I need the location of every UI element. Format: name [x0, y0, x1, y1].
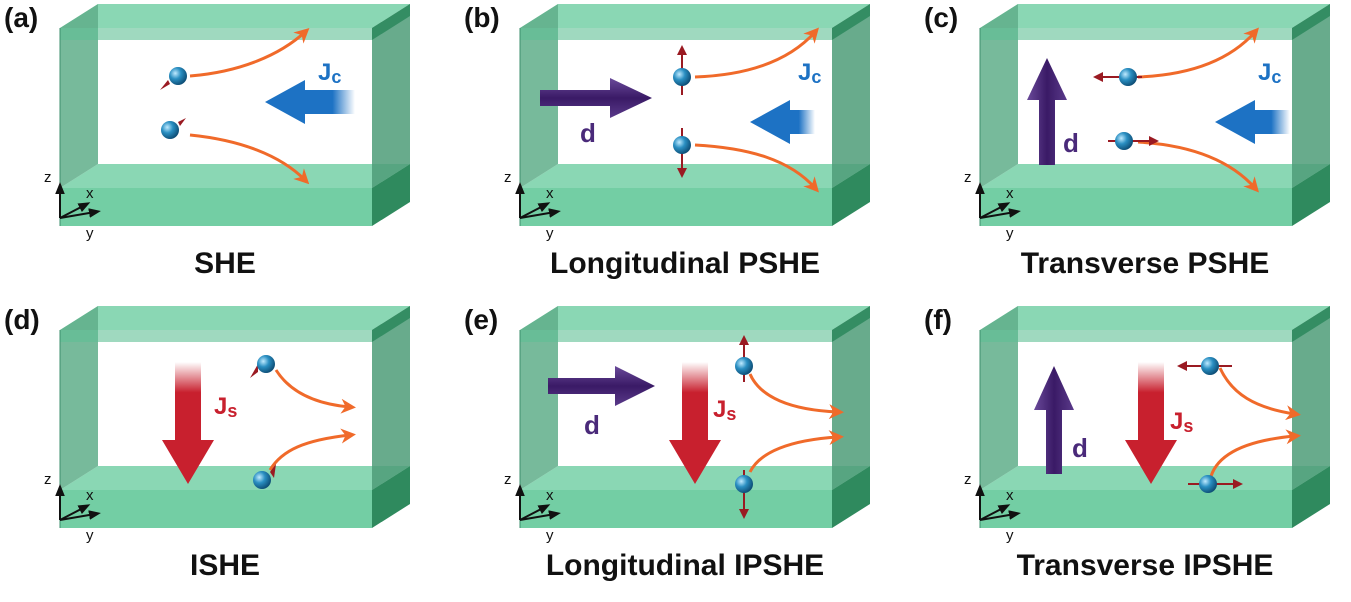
spin-arrow	[178, 118, 186, 126]
panel-e-diagram: z x y d Js	[504, 305, 871, 544]
axis-y-label: y	[1006, 225, 1014, 242]
panel-b: z x y d Jc (b) Longitudinal PSHE	[460, 0, 910, 300]
panel-a-diagram: z x y Jc	[44, 3, 411, 242]
axis-y-label: y	[86, 225, 94, 242]
slab	[59, 3, 411, 227]
panel-f-diagram: z x y d Js	[964, 305, 1331, 544]
current-label: Jc	[798, 59, 821, 87]
vector-label: d	[1072, 433, 1088, 463]
electron	[735, 475, 753, 493]
panel-caption: ISHE	[189, 549, 261, 582]
axis-y-label: y	[546, 225, 554, 242]
axis-z-label: z	[44, 471, 52, 488]
spin-current-arrow	[162, 362, 214, 484]
charge-current-arrow	[1215, 100, 1290, 144]
electron	[253, 471, 271, 489]
vector-label: d	[1063, 128, 1079, 158]
current-label: Js	[214, 393, 237, 421]
axis-x-label: x	[86, 185, 94, 202]
panel-caption: SHE	[194, 247, 256, 280]
axis-x-label: x	[546, 487, 554, 504]
trajectory-up	[1218, 367, 1301, 421]
trajectory-down	[268, 428, 356, 471]
vector-label: d	[580, 118, 596, 148]
trajectory-up	[748, 373, 844, 420]
panel-f: z x y d Js (f) Transverse IPSHE	[920, 302, 1351, 602]
panel-tag: (f)	[924, 304, 952, 335]
axis-y-label: y	[546, 527, 554, 544]
slab	[519, 3, 871, 227]
panel-tag: (a)	[4, 2, 39, 33]
d-vector-arrow	[1027, 58, 1067, 165]
spin-current-arrow	[669, 362, 721, 484]
panel-d-diagram: z x y Js	[44, 305, 411, 544]
trajectory-down	[1208, 429, 1301, 481]
axis-y-label: y	[86, 527, 94, 544]
current-label: Jc	[318, 59, 341, 87]
electron	[673, 136, 691, 154]
trajectory-down	[694, 143, 819, 193]
electron	[1119, 68, 1137, 86]
spin-arrow	[250, 364, 258, 378]
current-label: Js	[1170, 408, 1193, 436]
trajectory-up	[274, 369, 356, 414]
panel-tag: (b)	[464, 2, 500, 33]
panel-caption: Longitudinal IPSHE	[545, 549, 825, 582]
panel-a: z x y Jc (a) SHE	[0, 0, 450, 300]
spin-current-arrow	[1125, 362, 1177, 484]
electron	[1201, 357, 1219, 375]
current-label: Js	[713, 396, 736, 424]
axis-y-label: y	[1006, 527, 1014, 544]
trajectory-down	[748, 430, 844, 473]
axis-x-label: x	[1006, 185, 1014, 202]
electron	[1115, 132, 1133, 150]
panel-b-diagram: z x y d Jc	[504, 3, 871, 242]
electron	[169, 67, 187, 85]
current-label: Jc	[1258, 59, 1281, 87]
electron	[673, 68, 691, 86]
spin-arrow	[160, 80, 170, 90]
panel-caption: Longitudinal PSHE	[550, 247, 820, 280]
axis-z-label: z	[504, 471, 512, 488]
panel-e: z x y d Js (e) Longitudinal IPSHE	[460, 302, 910, 602]
trajectory-up	[1137, 27, 1259, 79]
electron	[735, 357, 753, 375]
vector-label: d	[584, 410, 600, 440]
axis-x-label: x	[1006, 487, 1014, 504]
panel-tag: (e)	[464, 304, 499, 335]
axis-z-label: z	[964, 169, 972, 186]
d-vector-arrow	[1034, 366, 1074, 474]
electron	[161, 121, 179, 139]
axis-z-label: z	[44, 169, 52, 186]
electron	[257, 355, 275, 373]
panel-tag: (d)	[4, 304, 40, 335]
panel-c: z x y d Jc (c) Transverse PSHE	[920, 0, 1351, 300]
panel-c-diagram: z x y d Jc	[964, 3, 1331, 242]
axis-x-label: x	[546, 185, 554, 202]
charge-current-arrow	[750, 100, 815, 144]
d-vector-arrow	[540, 78, 652, 118]
trajectory-down	[189, 133, 310, 185]
panel-tag: (c)	[924, 2, 959, 33]
trajectory-up	[189, 27, 310, 78]
axis-z-label: z	[964, 471, 972, 488]
panel-caption: Transverse PSHE	[1020, 247, 1270, 280]
panel-d: z x y Js (d) ISHE	[0, 302, 450, 602]
d-vector-arrow	[548, 366, 655, 406]
axis-z-label: z	[504, 169, 512, 186]
spin-arrow	[270, 464, 276, 478]
charge-current-arrow	[265, 80, 355, 124]
panel-caption: Transverse IPSHE	[1016, 549, 1274, 582]
trajectory-up	[694, 27, 819, 79]
axis-x-label: x	[86, 487, 94, 504]
electron	[1199, 475, 1217, 493]
